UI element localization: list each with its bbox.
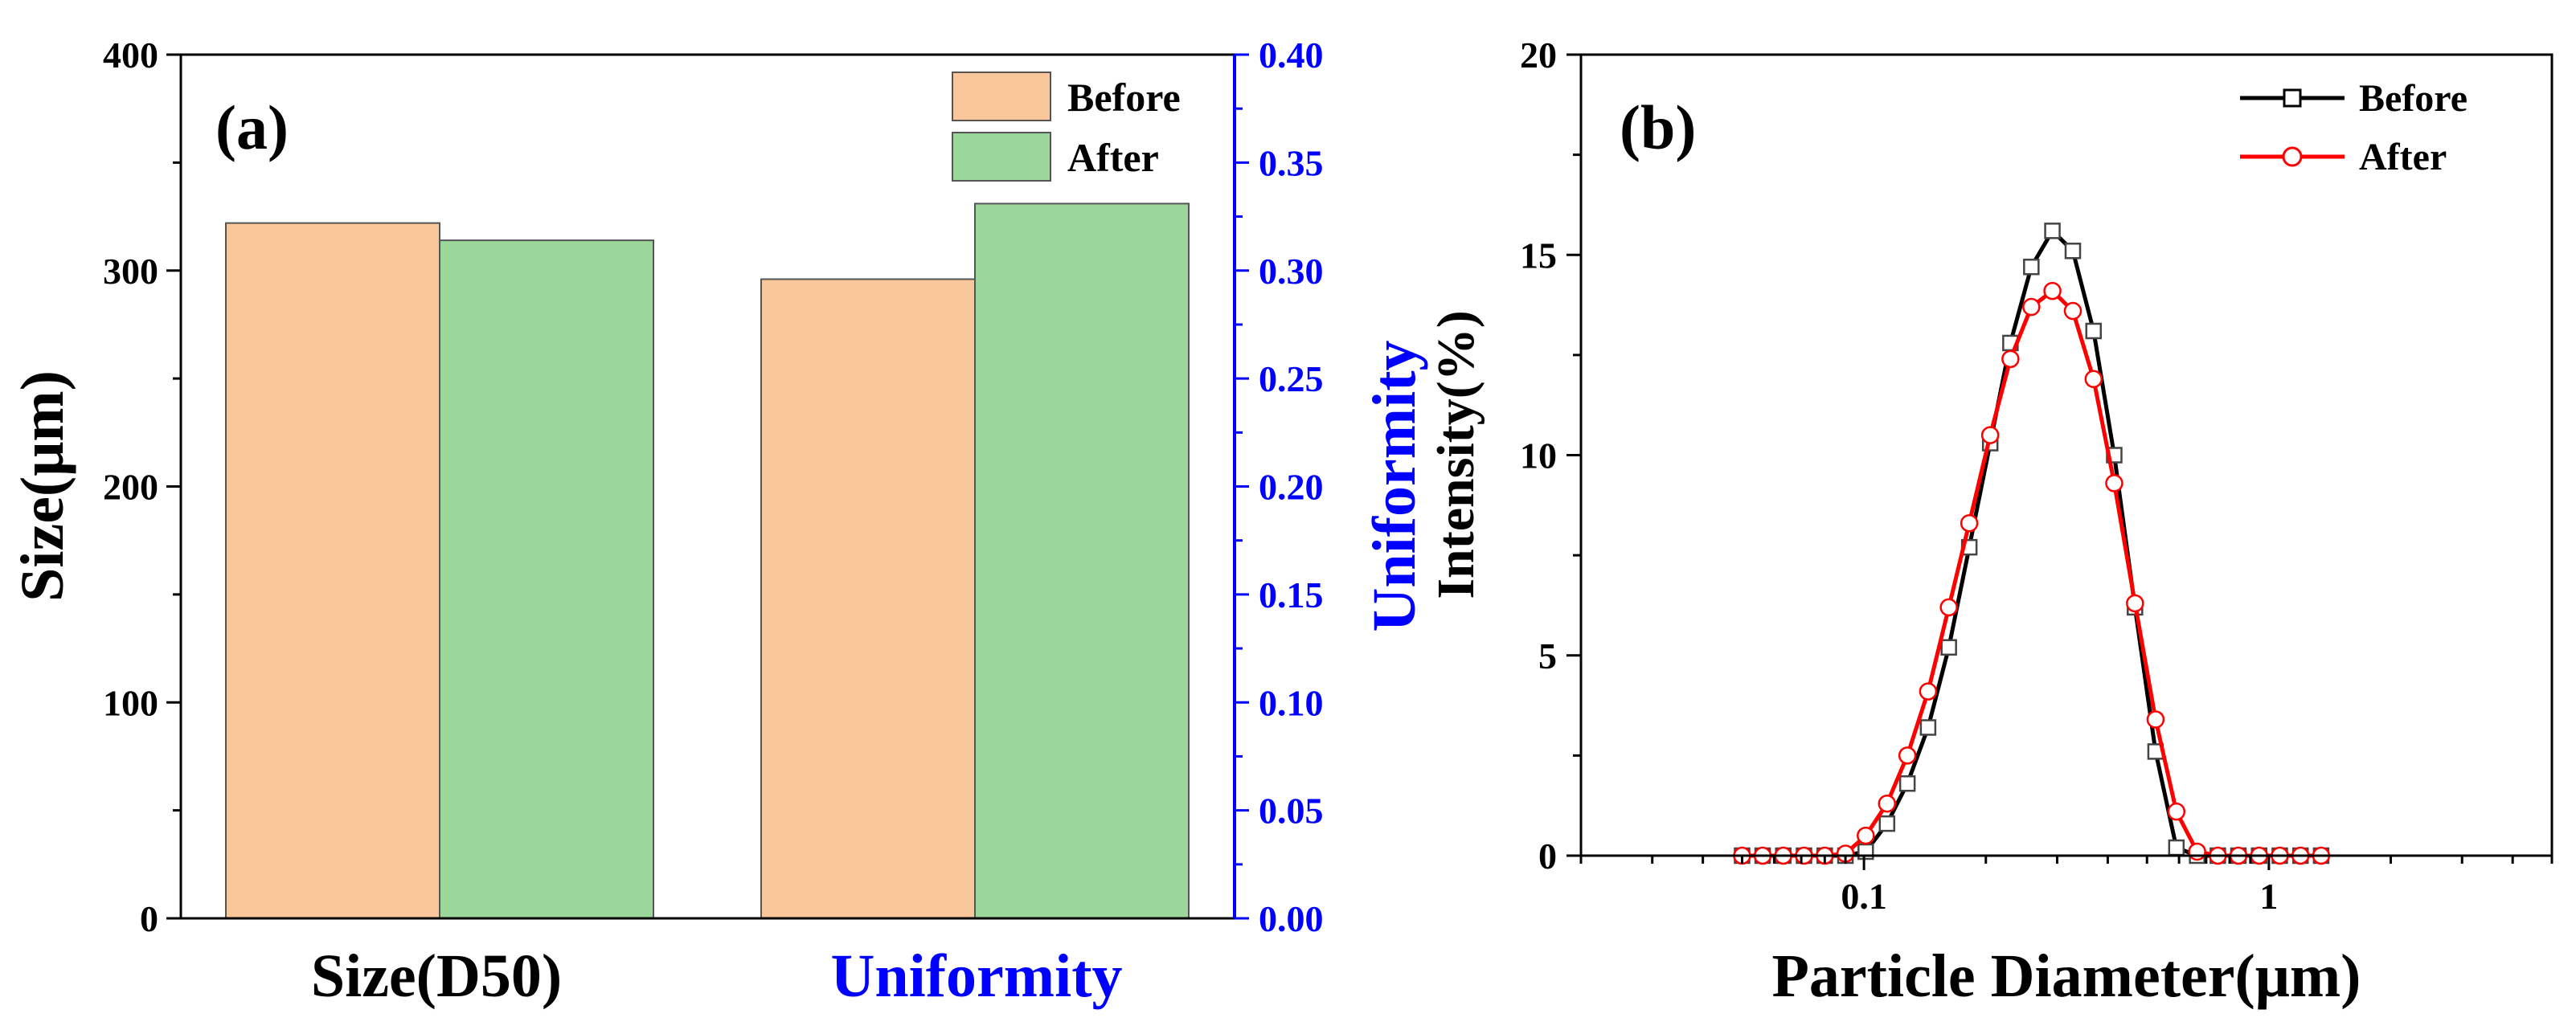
point-after [1898,746,1917,765]
panel-a-legend-swatch-before [952,72,1051,121]
panel-a-left-tick-label: 0 [140,898,158,939]
panel-a-legend: Before After [952,72,1181,182]
point-before [2023,258,2040,276]
bar-before-size [225,222,440,919]
panel-b-y-tick-label: 0 [1538,836,1557,877]
panel-b-legend-marker-after [2282,146,2303,167]
panel-b-y-tick-label: 10 [1520,435,1557,476]
panel-a-right-tick-label: 0.10 [1259,682,1324,723]
panel-b-y-tick-label: 15 [1520,235,1557,276]
point-after [2188,842,2206,861]
point-before [1878,815,1896,832]
panel-a-left-tick-label: 300 [103,251,158,292]
panel-a-bars [225,202,1190,919]
point-after [2105,474,2123,493]
series-line-before [1742,228,2321,858]
panel-a-right-tick-label: 0.30 [1259,251,1324,292]
panel-b-y-tick-label: 5 [1538,636,1557,676]
panel-a-right-tick-label: 0.05 [1259,791,1324,832]
panel-a-category-label-size: Size(D50) [311,942,562,1010]
point-after [1960,513,1979,533]
point-before [2044,223,2061,239]
point-after [1919,682,1938,701]
point-before [2085,322,2103,340]
bar-after-uniformity [974,202,1190,919]
point-after [2084,370,2103,389]
panel-b-legend-label-before: Before [2359,77,2467,120]
bar-after-size [439,239,654,919]
panel-a-legend-label-before: Before [1067,75,1181,120]
panel-a-left-tick-label: 100 [103,682,158,723]
point-after [1939,598,1958,617]
point-after [2126,594,2144,613]
panel-b-legend-marker-before [2283,88,2302,108]
point-before [2064,243,2082,260]
panel-a-left-tick-label: 400 [103,35,158,76]
point-after [2167,802,2186,821]
panel-a-legend-swatch-after [952,132,1051,182]
panel-a-right-tick-label: 0.40 [1259,35,1324,76]
panel-a-right-axis: 0.00 0.05 0.10 0.15 0.20 0.25 0.30 0.35 0.40 [1235,35,1324,939]
point-before [2168,839,2185,856]
bar-before-uniformity [760,278,976,919]
panel-a-right-tick-label: 0.25 [1259,358,1324,399]
series-line-after [1742,288,2321,858]
panel-b-legend-label-after: After [2359,136,2447,178]
point-after [2043,281,2062,300]
panel-b-x-tick-label: 1 [2259,876,2278,917]
panel-a-label: (a) [215,92,289,162]
panel-b-legend: Before After [2240,77,2467,178]
point-after [2146,710,2165,729]
panel-b-x-tick-label: 0.1 [1841,876,1887,917]
panel-a-legend-label-after: After [1067,135,1159,180]
panel-b-y-tick-label: 20 [1520,35,1557,76]
point-before [1919,719,1937,736]
panel-a-left-axis: 0 100 200 300 400 [103,35,181,939]
point-after [2063,301,2083,321]
point-after [1878,794,1897,813]
panel-a-category-label-uniformity: Uniformity [830,942,1122,1010]
point-after [2022,297,2041,317]
panel-b-y-axis-label: Intensity(%) [1427,310,1485,599]
panel-a-right-tick-label: 0.00 [1259,898,1324,939]
panel-b-x-axis: 0.1 1 [1579,856,2553,917]
panel-a-right-tick-label: 0.20 [1259,467,1324,508]
point-before [1940,639,1957,656]
panel-a-left-tick-label: 200 [103,467,158,508]
point-after [2001,349,2020,369]
panel-a-right-tick-label: 0.35 [1259,142,1324,183]
panel-b-series [1733,223,2331,865]
panel-b-label: (b) [1620,92,1696,162]
panel-b-x-axis-label: Particle Diameter(μm) [1772,942,2361,1010]
panel-a-y-axis-label: Size(μm) [9,370,76,602]
panel-a-right-y-axis-label: Uniformity [1361,340,1428,631]
panel-a-right-tick-label: 0.15 [1259,574,1324,615]
point-after [1857,826,1875,845]
point-before [1898,775,1916,792]
panel-b-y-axis: 0 5 10 15 20 [1520,35,1581,877]
point-after [1980,426,2000,444]
